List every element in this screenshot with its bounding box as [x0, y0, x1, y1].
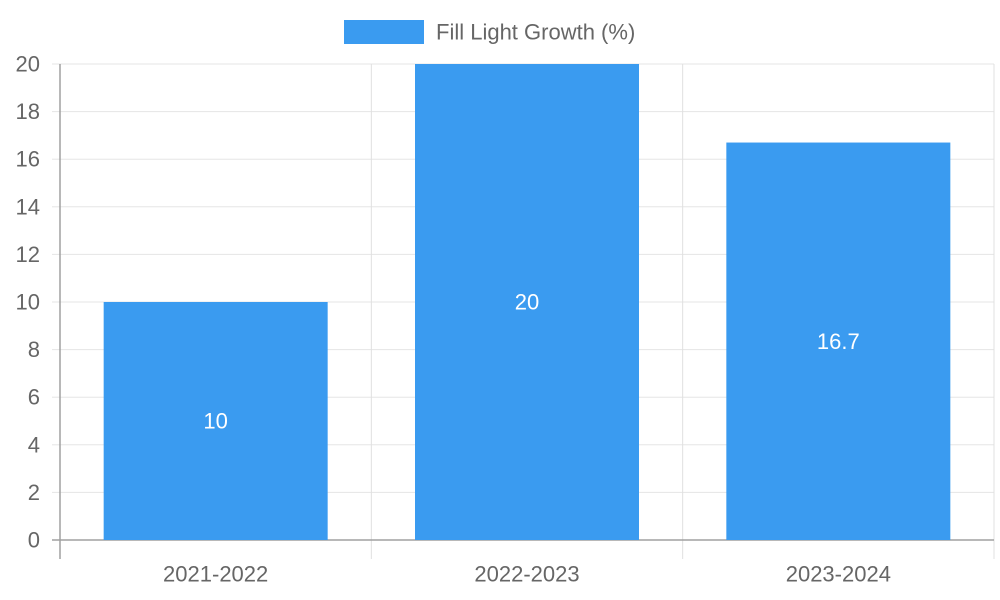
- y-tick-label: 16: [16, 147, 40, 172]
- legend-label[interactable]: Fill Light Growth (%): [436, 20, 635, 45]
- y-tick-label: 6: [28, 385, 40, 410]
- bar-2023-2024[interactable]: [726, 142, 951, 541]
- y-tick-label: 20: [16, 52, 40, 77]
- bar-2021-2022[interactable]: [103, 302, 328, 540]
- y-tick-label: 10: [16, 290, 40, 315]
- legend-swatch[interactable]: [344, 20, 424, 44]
- bar-value-label: 10: [203, 409, 227, 434]
- bars: [103, 64, 951, 541]
- y-tick-label: 14: [16, 194, 40, 219]
- bar-2022-2023[interactable]: [415, 64, 639, 540]
- y-tick-label: 4: [28, 432, 40, 457]
- x-tick-label: 2021-2022: [163, 562, 268, 587]
- x-tick-label: 2022-2023: [474, 562, 579, 587]
- bar-value-label: 20: [515, 290, 539, 315]
- y-tick-label: 8: [28, 337, 40, 362]
- x-tick-label: 2023-2024: [786, 562, 891, 587]
- y-tick-label: 2: [28, 480, 40, 505]
- legend[interactable]: Fill Light Growth (%): [344, 20, 635, 45]
- data-labels: 10 20 16.7: [203, 290, 859, 434]
- y-tick-label: 0: [28, 528, 40, 553]
- y-tick-label: 12: [16, 242, 40, 267]
- y-tick-label: 18: [16, 99, 40, 124]
- bar-value-label: 16.7: [817, 329, 860, 354]
